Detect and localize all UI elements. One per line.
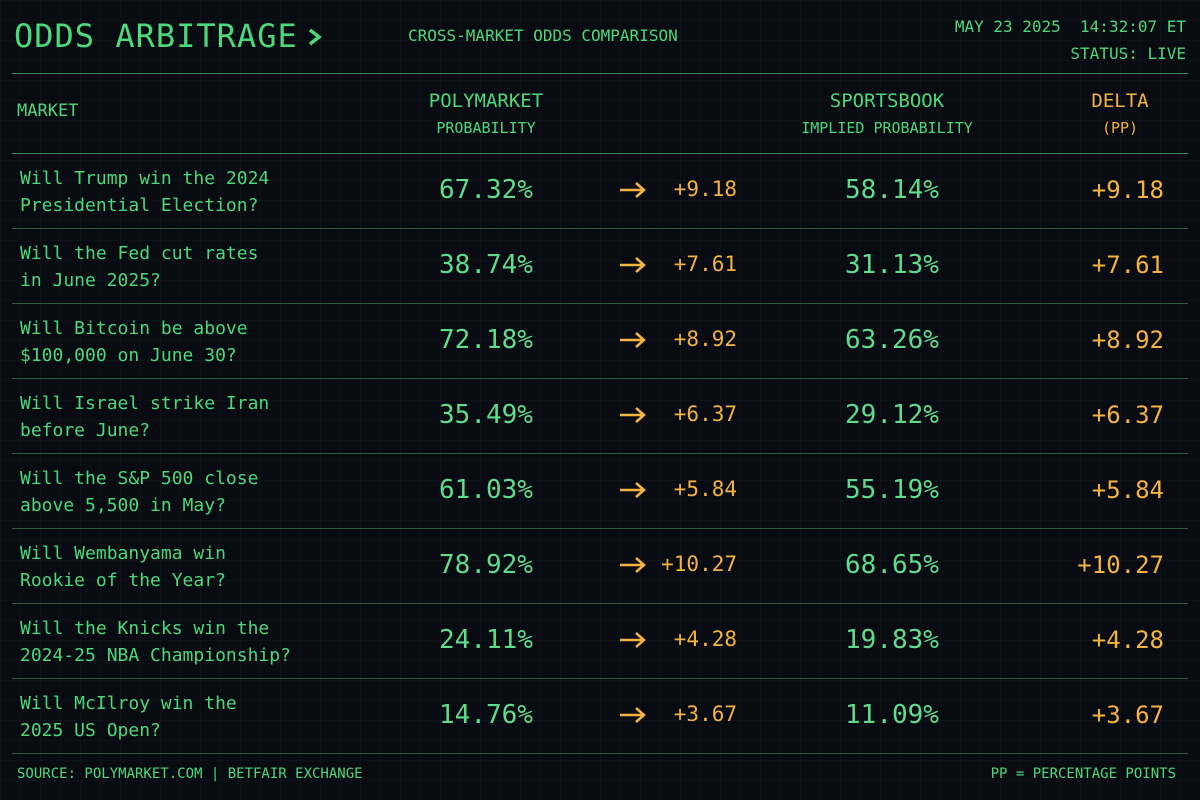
row-rule [12,453,1188,454]
market-name: Will Bitcoin be above [20,318,248,339]
sportsbook-prob: 11.09% [845,700,939,730]
subtitle: CROSS-MARKET ODDS COMPARISON [408,26,678,45]
arrow-icon [620,632,646,648]
spread: +3.67 [673,702,737,726]
market-name: in June 2025? [20,270,161,291]
delta: +3.67 [1091,701,1164,729]
market-name: 2024-25 NBA Championship? [20,645,291,666]
row-rule [12,678,1188,679]
delta: +7.61 [1091,251,1164,279]
app-title: ODDS ARBITRAGE [14,17,298,55]
market-name: Rookie of the Year? [20,570,226,591]
market-name: Will Israel strike Iran [20,393,270,414]
row-rule [12,303,1188,304]
arrow-icon [620,707,646,723]
arrow-icon [620,257,646,273]
spread: +5.84 [673,477,737,501]
polymarket-prob: 38.74% [439,250,533,280]
spread: +10.27 [661,552,737,576]
polymarket-prob: 67.32% [439,175,533,205]
sportsbook-prob: 63.26% [845,325,939,355]
table-header-rule [12,153,1188,154]
delta: +9.18 [1091,176,1164,204]
market-name: Will the Knicks win the [20,618,270,639]
market-name: $100,000 on June 30? [20,345,237,366]
column-subheader: PROBABILITY [436,119,536,137]
polymarket-prob: 61.03% [439,475,533,505]
footnote: PP = PERCENTAGE POINTS [990,766,1176,782]
delta: +8.92 [1091,326,1164,354]
polymarket-prob: 14.76% [439,700,533,730]
arrow-icon [620,182,646,198]
column-subheader: (PP) [1101,119,1139,137]
market-name: Will Wembanyama win [20,543,226,564]
polymarket-prob: 35.49% [439,400,533,430]
delta: +6.37 [1091,401,1164,429]
sportsbook-prob: 55.19% [845,475,939,505]
row-rule [12,228,1188,229]
delta: +10.27 [1077,551,1164,579]
market-name: before June? [20,420,151,441]
spread: +6.37 [673,402,737,426]
header-rule [12,73,1188,74]
column-subheader: IMPLIED PROBABILITY [801,119,973,137]
column-header: POLYMARKET [428,90,544,112]
delta: +5.84 [1091,476,1164,504]
market-name: above 5,500 in May? [20,495,226,516]
sportsbook-prob: 19.83% [845,625,939,655]
arrow-icon [620,482,646,498]
arrow-icon [620,407,646,423]
source: SOURCE: POLYMARKET.COM | BETFAIR EXCHANG… [17,766,363,782]
sportsbook-prob: 68.65% [845,550,939,580]
datetime: MAY 23 2025 14:32:07 ET [954,17,1186,36]
sportsbook-prob: 29.12% [845,400,939,430]
market-name: Will the Fed cut rates [20,243,259,264]
arrow-icon [620,557,646,573]
market-name: 2025 US Open? [20,720,161,741]
row-rule [12,603,1188,604]
market-name: Will McIlroy win the [20,693,237,714]
column-header: SPORTSBOOK [829,90,945,112]
polymarket-prob: 78.92% [439,550,533,580]
column-header: MARKET [17,101,79,121]
row-rule [12,378,1188,379]
polymarket-prob: 24.11% [439,625,533,655]
row-rule [12,753,1188,754]
market-name: Will Trump win the 2024 [20,168,270,189]
spread: +8.92 [673,327,737,351]
spread: +7.61 [673,252,737,276]
delta: +4.28 [1091,626,1164,654]
row-rule [12,528,1188,529]
column-header: DELTA [1091,90,1149,112]
spread: +9.18 [673,177,737,201]
arrow-icon [620,332,646,348]
polymarket-prob: 72.18% [439,325,533,355]
status: STATUS: LIVE [1070,44,1186,63]
market-name: Presidential Election? [20,195,259,216]
spread: +4.28 [673,627,737,651]
sportsbook-prob: 31.13% [845,250,939,280]
chevron-icon [308,28,322,46]
sportsbook-prob: 58.14% [845,175,939,205]
market-name: Will the S&P 500 close [20,468,259,489]
